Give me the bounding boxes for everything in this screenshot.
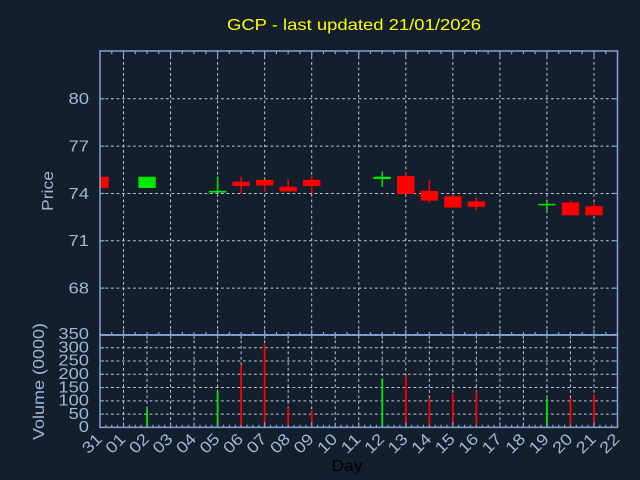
svg-text:150: 150 bbox=[58, 379, 89, 396]
svg-text:100: 100 bbox=[58, 393, 89, 410]
svg-text:200: 200 bbox=[58, 366, 89, 383]
svg-text:74: 74 bbox=[69, 186, 90, 203]
svg-text:Day: Day bbox=[332, 458, 363, 475]
svg-text:350: 350 bbox=[58, 326, 89, 343]
svg-text:50: 50 bbox=[69, 406, 90, 423]
svg-text:Price: Price bbox=[40, 171, 57, 211]
svg-text:250: 250 bbox=[58, 353, 89, 370]
svg-text:68: 68 bbox=[69, 280, 90, 297]
svg-text:Volume (0000): Volume (0000) bbox=[31, 323, 48, 440]
svg-text:0: 0 bbox=[79, 419, 89, 436]
svg-text:GCP - last updated 21/01/2026: GCP - last updated 21/01/2026 bbox=[227, 17, 481, 34]
svg-text:71: 71 bbox=[69, 233, 90, 250]
svg-text:80: 80 bbox=[69, 91, 90, 108]
svg-text:77: 77 bbox=[69, 138, 90, 155]
svg-text:300: 300 bbox=[58, 339, 89, 356]
